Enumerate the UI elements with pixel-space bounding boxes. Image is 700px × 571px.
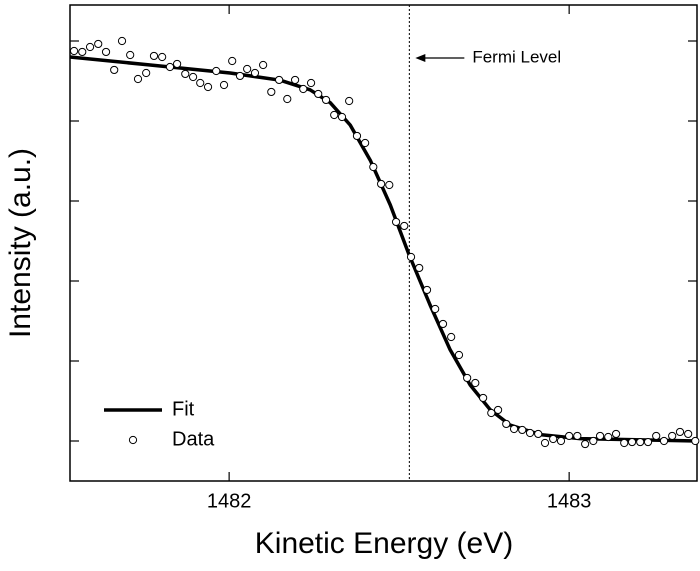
data-point bbox=[479, 393, 488, 403]
data-point bbox=[369, 162, 378, 172]
data-point bbox=[321, 95, 331, 105]
data-point bbox=[290, 75, 300, 85]
data-point bbox=[659, 436, 669, 446]
data-point bbox=[549, 434, 558, 444]
data-point bbox=[219, 80, 229, 90]
data-point bbox=[228, 56, 237, 66]
data-point bbox=[463, 373, 472, 383]
data-point bbox=[604, 432, 613, 442]
data-point bbox=[352, 131, 362, 141]
fit-line bbox=[69, 55, 698, 443]
data-point bbox=[493, 405, 503, 415]
data-point bbox=[525, 428, 535, 438]
data-point bbox=[142, 68, 151, 78]
data-point bbox=[275, 75, 284, 85]
data-point bbox=[250, 68, 260, 78]
data-point bbox=[691, 436, 700, 446]
data-point bbox=[173, 59, 182, 69]
data-point bbox=[158, 52, 167, 62]
data-point bbox=[573, 431, 582, 441]
y-axis-label: Intensity (a.u.) bbox=[4, 148, 37, 338]
data-point bbox=[518, 425, 527, 435]
data-point bbox=[668, 431, 677, 441]
data-point bbox=[117, 36, 127, 46]
data-point bbox=[438, 319, 448, 329]
data-point bbox=[400, 221, 409, 231]
data-point bbox=[454, 350, 464, 360]
data-point bbox=[636, 437, 645, 447]
x-tick-label: 1482 bbox=[207, 490, 252, 512]
data-point bbox=[684, 429, 693, 439]
data-point bbox=[534, 429, 543, 439]
data-point bbox=[556, 436, 566, 446]
data-point bbox=[675, 427, 685, 437]
data-point bbox=[595, 431, 605, 441]
legend-label: Data bbox=[172, 428, 215, 450]
data-point bbox=[509, 424, 519, 434]
data-point bbox=[361, 138, 370, 148]
data-point bbox=[627, 437, 637, 447]
data-point bbox=[259, 60, 268, 70]
data-point bbox=[69, 46, 79, 56]
data-point bbox=[345, 96, 354, 106]
data-point bbox=[471, 378, 480, 388]
plot-frame bbox=[69, 4, 698, 482]
annotation-arrowhead bbox=[415, 54, 426, 62]
legend-label: Fit bbox=[172, 398, 195, 420]
data-point bbox=[267, 87, 276, 97]
data-point bbox=[391, 217, 401, 227]
data-point bbox=[101, 47, 111, 57]
data-point bbox=[181, 69, 190, 79]
data-point bbox=[283, 94, 292, 104]
data-point bbox=[385, 180, 394, 190]
data-point bbox=[314, 89, 323, 99]
data-point bbox=[540, 438, 550, 448]
data-point bbox=[330, 110, 339, 120]
annotation-text: Fermi Level bbox=[472, 47, 561, 66]
data-point bbox=[196, 78, 205, 88]
data-point bbox=[611, 429, 621, 439]
data-point bbox=[337, 112, 347, 122]
data-point bbox=[581, 439, 590, 449]
data-point bbox=[422, 285, 432, 295]
data-point bbox=[487, 408, 496, 418]
data-point bbox=[235, 71, 245, 81]
data-point bbox=[85, 42, 95, 52]
data-point bbox=[243, 64, 252, 74]
data-point bbox=[406, 252, 416, 262]
data-point bbox=[165, 62, 175, 72]
data-point bbox=[126, 50, 135, 60]
data-point bbox=[620, 438, 629, 448]
data-point bbox=[652, 431, 661, 441]
data-point bbox=[306, 78, 316, 88]
data-point bbox=[589, 436, 598, 446]
x-axis-label: Kinetic Energy (eV) bbox=[255, 527, 513, 560]
data-point bbox=[447, 332, 456, 342]
legend-marker bbox=[128, 435, 138, 445]
data-point bbox=[643, 437, 653, 447]
data-point bbox=[431, 304, 440, 314]
data-point bbox=[502, 419, 511, 429]
data-point bbox=[110, 65, 119, 75]
data-point bbox=[377, 179, 386, 189]
data-point bbox=[212, 66, 221, 76]
data-point bbox=[133, 74, 143, 84]
data-point bbox=[415, 263, 424, 273]
x-tick-label: 1483 bbox=[547, 490, 592, 512]
data-point bbox=[94, 39, 103, 49]
data-point bbox=[188, 72, 198, 82]
data-point bbox=[78, 47, 87, 57]
data-point bbox=[299, 84, 308, 94]
data-point bbox=[565, 431, 574, 441]
data-point bbox=[203, 82, 213, 92]
data-point bbox=[149, 51, 159, 61]
